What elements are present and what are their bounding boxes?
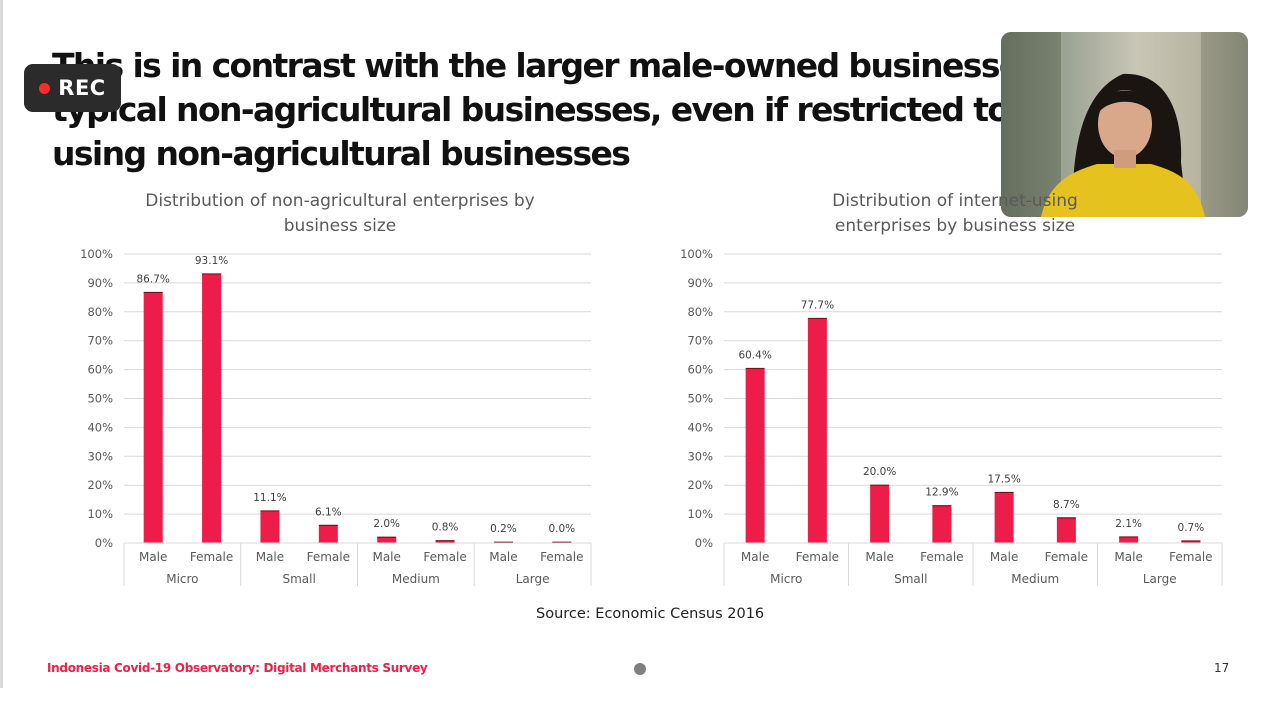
chart1-y-tick-label: 50% xyxy=(87,392,113,406)
chart2-bar xyxy=(932,505,952,543)
chart2-value-label: 17.5% xyxy=(987,473,1020,485)
chart1-category-label: Male xyxy=(139,550,167,564)
chart1-y-tick-label: 60% xyxy=(87,363,113,377)
chart1-value-label: 2.0% xyxy=(373,518,400,530)
chart2-category-label: Female xyxy=(1169,550,1212,564)
chart2-y-tick-label: 100% xyxy=(680,247,713,261)
chart2-y-tick-label: 50% xyxy=(687,392,713,406)
chart2-category-label: Male xyxy=(1114,550,1142,564)
chart2-value-label: 0.7% xyxy=(1178,522,1205,534)
chart1-y-tick-label: 10% xyxy=(87,507,113,521)
chart1-title-line-1: Distribution of non-agricultural enterpr… xyxy=(145,191,535,211)
chart1-value-label: 93.1% xyxy=(195,255,228,267)
chart1-y-tick-label: 80% xyxy=(87,305,113,319)
chart2-bar xyxy=(745,368,765,543)
chart1-bar xyxy=(318,525,338,543)
chart1-y-tick-label: 40% xyxy=(87,420,113,434)
chart1-category-label: Female xyxy=(423,550,466,564)
chart2-category-label: Male xyxy=(741,550,769,564)
chart2-title-line-2: enterprises by business size xyxy=(834,216,1076,236)
chart1-bar xyxy=(260,510,280,543)
chart2-bar xyxy=(1056,517,1076,543)
chart2-y-tick-label: 20% xyxy=(687,478,713,492)
chart1-group-label: Micro xyxy=(166,572,198,586)
chart1-title: Distribution of non-agricultural enterpr… xyxy=(130,189,550,239)
chart2-y-tick-label: 40% xyxy=(687,420,713,434)
chart2-category-label: Female xyxy=(796,550,839,564)
page-number: 17 xyxy=(1214,661,1230,675)
laser-pointer-icon xyxy=(634,663,646,675)
chart2-bar xyxy=(1181,540,1201,543)
chart2-y-tick-label: 70% xyxy=(687,334,713,348)
chart2-bar xyxy=(1119,536,1139,543)
headline-line-2: typical non-agricultural businesses, eve… xyxy=(52,90,1056,129)
chart1-title-line-2: business size xyxy=(283,216,397,236)
chart1-group-label: Medium xyxy=(392,572,440,586)
chart1-y-tick-label: 30% xyxy=(87,449,113,463)
chart1-bar xyxy=(377,537,397,543)
chart2-y-tick-label: 10% xyxy=(687,507,713,521)
chart1-category-label: Female xyxy=(307,550,350,564)
chart1-category-label: Female xyxy=(540,550,583,564)
recording-label: REC xyxy=(58,76,106,100)
chart1-bar xyxy=(202,273,222,543)
chart1-category-label: Male xyxy=(489,550,517,564)
chart2-bar xyxy=(994,492,1014,543)
chart2-title: Distribution of internet-using enterpris… xyxy=(745,189,1165,239)
chart1-value-label: 0.2% xyxy=(490,523,517,535)
chart1-value-label: 0.0% xyxy=(548,523,575,535)
chart1-group-label: Small xyxy=(282,572,315,586)
slide-left-edge xyxy=(0,0,3,688)
chart2-y-tick-label: 60% xyxy=(687,363,713,377)
chart2-y-tick-label: 90% xyxy=(687,276,713,290)
chart1-category-label: Male xyxy=(372,550,400,564)
chart1-group-label: Large xyxy=(516,572,550,586)
chart2-value-label: 60.4% xyxy=(738,349,771,361)
chart2-bar xyxy=(807,318,827,543)
chart2-title-line-1: Distribution of internet-using xyxy=(832,191,1078,211)
headline-line-3: using non-agricultural businesses xyxy=(52,134,631,173)
chart1-enterprises-by-size: 0% 10% 20% 30% 40% 50% 60% 70% 80% 90% 100% 86.7% Ma… xyxy=(80,247,592,586)
chart2-group-label: Micro xyxy=(770,572,802,586)
chart2-bar xyxy=(870,485,890,543)
chart2-group-label: Large xyxy=(1143,572,1177,586)
chart1-bar xyxy=(435,540,455,543)
chart1-y-tick-label: 20% xyxy=(87,478,113,492)
chart1-y-tick-label: 90% xyxy=(87,276,113,290)
chart1-category-label: Male xyxy=(256,550,284,564)
chart2-value-label: 77.7% xyxy=(801,299,834,311)
headline-line-1: This is in contrast with the larger male… xyxy=(52,46,1039,85)
chart2-category-label: Female xyxy=(1045,550,1088,564)
presenter-silhouette-icon xyxy=(1001,32,1248,217)
chart1-value-label: 11.1% xyxy=(253,492,286,504)
chart1-y-tick-label: 70% xyxy=(87,334,113,348)
chart2-y-tick-label: 30% xyxy=(687,449,713,463)
chart2-category-label: Female xyxy=(920,550,963,564)
chart1-bar xyxy=(143,292,163,543)
chart2-value-label: 12.9% xyxy=(925,487,958,499)
record-dot-icon xyxy=(39,82,51,94)
chart2-category-label: Male xyxy=(865,550,893,564)
chart1-y-tick-label: 100% xyxy=(80,247,113,261)
chart1-y-tick-label: 0% xyxy=(95,536,113,550)
chart1-value-label: 6.1% xyxy=(315,506,342,518)
chart2-y-tick-label: 0% xyxy=(695,536,713,550)
chart2-category-label: Male xyxy=(990,550,1018,564)
source-note: Source: Economic Census 2016 xyxy=(536,606,765,622)
chart2-y-tick-label: 80% xyxy=(687,305,713,319)
chart2-group-label: Medium xyxy=(1011,572,1059,586)
chart1-value-label: 86.7% xyxy=(137,273,170,285)
footer-title: Indonesia Covid-19 Observatory: Digital … xyxy=(47,661,428,675)
chart2-internet-enterprises-by-size: 0% 10% 20% 30% 40% 50% 60% 70% 80% 90% 100% 60.4% Ma… xyxy=(680,247,1223,586)
chart1-value-label: 0.8% xyxy=(432,522,459,534)
chart2-group-label: Small xyxy=(894,572,927,586)
recording-indicator[interactable]: REC xyxy=(24,64,121,112)
chart2-value-label: 20.0% xyxy=(863,466,896,478)
chart1-category-label: Female xyxy=(190,550,233,564)
presenter-video[interactable] xyxy=(1001,32,1248,217)
chart2-value-label: 8.7% xyxy=(1053,499,1080,511)
chart2-value-label: 2.1% xyxy=(1115,518,1142,530)
slide-headline: This is in contrast with the larger male… xyxy=(52,44,1056,176)
